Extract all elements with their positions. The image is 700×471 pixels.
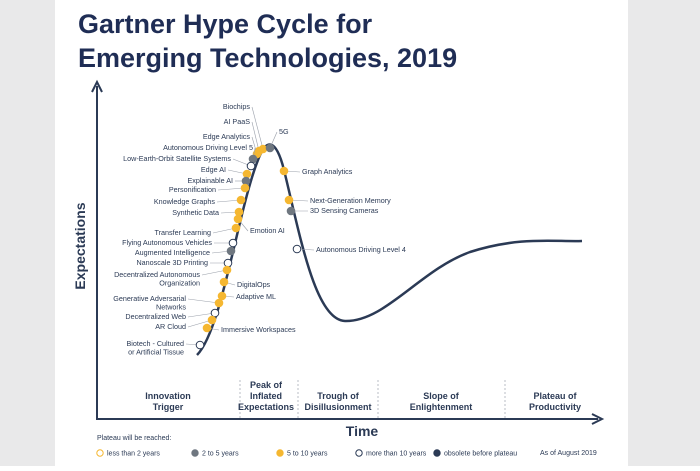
leader-line xyxy=(217,187,246,191)
technology-label: 3D Sensing Cameras xyxy=(310,206,379,215)
technology-label: Augmented Intelligence xyxy=(135,248,210,257)
technology-dot xyxy=(217,291,227,301)
technology-label: Next-Generation Memory xyxy=(310,196,391,205)
technology-dot xyxy=(231,223,241,233)
phase-label: Inflated xyxy=(250,391,282,401)
technology-dot xyxy=(202,323,212,333)
legend-title: Plateau will be reached: xyxy=(97,435,171,442)
technology-label: Graph Analytics xyxy=(302,167,353,176)
technology-dot xyxy=(195,340,205,350)
technology-label: Autonomous Driving Level 4 xyxy=(316,245,406,254)
technology-label: AR Cloud xyxy=(155,322,186,331)
technology-dot xyxy=(265,143,275,153)
technology-label: Synthetic Data xyxy=(172,208,219,217)
technology-label: Edge Analytics xyxy=(203,132,251,141)
y-arrow xyxy=(91,79,103,93)
technology-dot xyxy=(234,207,244,217)
technology-label: Emotion AI xyxy=(250,226,285,235)
phase-label: Slope of xyxy=(423,391,460,401)
phase-label: Productivity xyxy=(529,402,581,412)
leader-line xyxy=(251,121,260,152)
technology-label: or Artificial Tissue xyxy=(128,347,184,356)
technology-label: Explainable AI xyxy=(187,176,233,185)
technologies: Biochips AI PaaS Edge Analytics Autonomous … xyxy=(113,102,406,357)
footnote: As of August 2019 xyxy=(540,450,597,457)
phase-label: Innovation xyxy=(145,391,191,401)
phase-label: Expectations xyxy=(238,402,294,412)
title: Gartner Hype Cycle for xyxy=(78,9,373,39)
technology-dot xyxy=(292,244,302,254)
technology-dot xyxy=(242,169,252,179)
technology-dot xyxy=(248,154,258,164)
technology-dot xyxy=(222,265,232,275)
x-axis-label: Time xyxy=(346,423,379,439)
technology-label: 5G xyxy=(279,127,289,136)
technology-label: Nanoscale 3D Printing xyxy=(136,258,208,267)
leader-line xyxy=(187,312,216,318)
phase-label: Plateau of xyxy=(533,391,577,401)
technology-dot xyxy=(219,277,229,287)
legend-label: more than 10 years xyxy=(366,451,427,458)
technology-label: Organization xyxy=(159,278,200,287)
y-axis-label: Expectations xyxy=(72,202,88,289)
technology-dot xyxy=(226,246,236,256)
legend-label: 5 to 10 years xyxy=(287,451,328,458)
technology-label: Flying Autonomous Vehicles xyxy=(122,238,212,247)
technology-dot xyxy=(223,258,233,268)
legend-label: less than 2 years xyxy=(107,451,160,458)
technology-dot xyxy=(214,298,224,308)
phase-label: Disillusionment xyxy=(304,402,371,412)
x-arrow xyxy=(591,413,605,425)
technology-label: Knowledge Graphs xyxy=(154,197,216,206)
technology-label: Immersive Workspaces xyxy=(221,325,296,334)
technology-label: Decentralized Autonomous xyxy=(114,270,200,279)
technology-label: Edge AI xyxy=(201,165,226,174)
legend-swatch xyxy=(276,449,284,457)
phase-label: Trough of xyxy=(317,391,359,401)
technology-dot xyxy=(286,206,296,216)
technology-label: Transfer Learning xyxy=(155,228,211,237)
technology-dot xyxy=(228,238,238,248)
phase-label: Peak of xyxy=(250,380,283,390)
legend-label: obsolete before plateau xyxy=(444,451,517,458)
technology-dot xyxy=(240,183,250,193)
technology-dot xyxy=(246,161,256,171)
legend-swatch xyxy=(96,449,104,457)
technology-label: Biotech - Cultured xyxy=(126,339,184,348)
title: Emerging Technologies, 2019 xyxy=(78,43,457,73)
legend-swatch xyxy=(355,449,363,457)
technology-dot xyxy=(284,195,294,205)
phase-label: Enlightenment xyxy=(410,402,473,412)
leader-line xyxy=(251,106,264,150)
technology-dot xyxy=(210,308,220,318)
technology-label: Decentralized Web xyxy=(125,312,186,321)
legend-swatch xyxy=(191,449,199,457)
technology-label: Biochips xyxy=(223,102,251,111)
technology-label: Adaptive ML xyxy=(236,292,276,301)
technology-label: DigitalOps xyxy=(237,280,271,289)
technology-label: Autonomous Driving Level 5 xyxy=(163,143,253,152)
technology-label: Networks xyxy=(156,302,186,311)
leader-line xyxy=(187,298,220,304)
legend-swatch xyxy=(433,449,441,457)
technology-label: Low-Earth-Orbit Satellite Systems xyxy=(123,154,231,163)
legend-label: 2 to 5 years xyxy=(202,451,239,458)
phase-label: Trigger xyxy=(153,402,184,412)
panel xyxy=(55,0,628,466)
technology-label: AI PaaS xyxy=(224,117,251,126)
technology-label: Generative Adversarial xyxy=(113,294,186,303)
technology-dot xyxy=(233,214,243,224)
technology-dot xyxy=(236,195,246,205)
technology-dot xyxy=(241,176,251,186)
legend: less than 2 years 2 to 5 years 5 to 10 yea… xyxy=(96,449,517,458)
technology-dot xyxy=(279,166,289,176)
technology-label: Personification xyxy=(169,185,216,194)
technology-dot xyxy=(207,315,217,325)
